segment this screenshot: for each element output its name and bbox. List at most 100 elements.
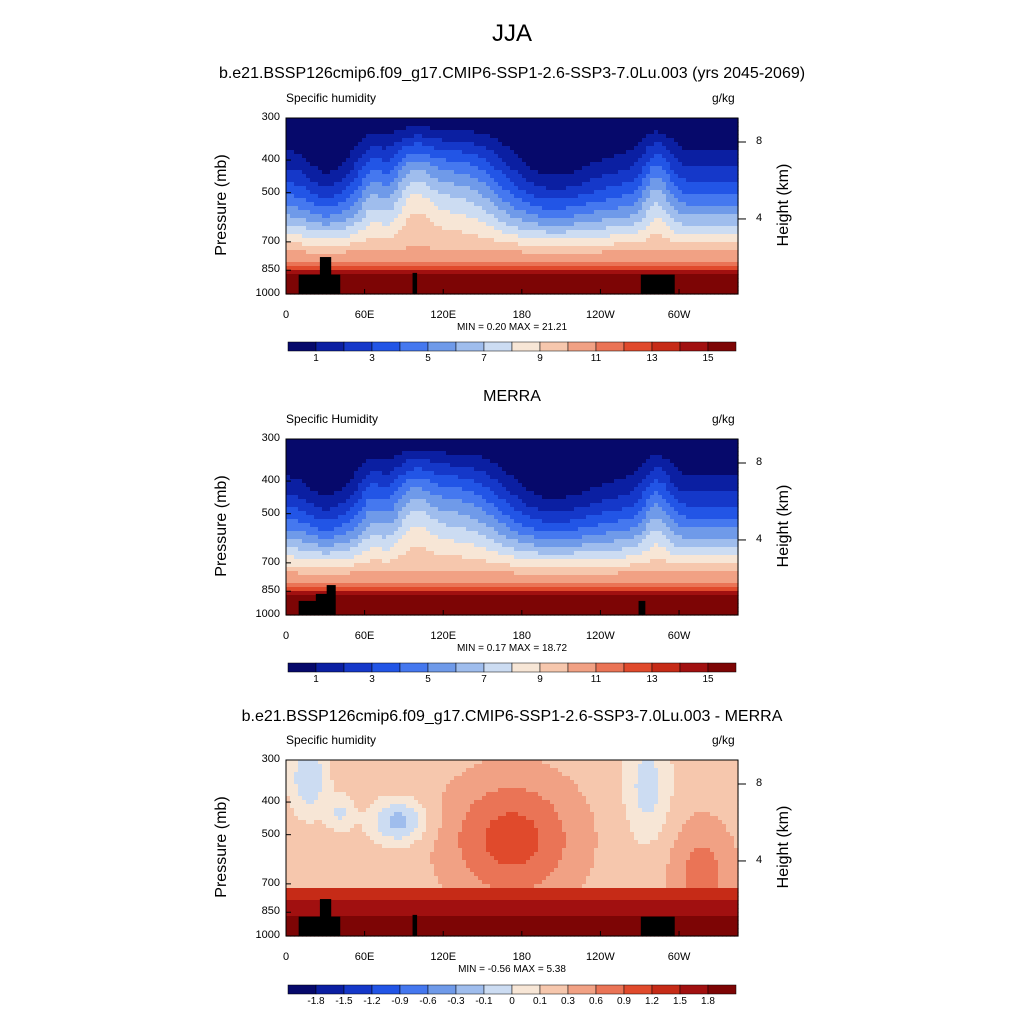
heatmap-cell (594, 254, 599, 259)
heatmap-cell (702, 182, 707, 187)
heatmap-cell (558, 290, 563, 295)
heatmap-cell (406, 262, 411, 267)
heatmap-cell (702, 158, 707, 163)
heatmap-cell (334, 210, 339, 215)
heatmap-cell (714, 262, 719, 267)
heatmap-cell (386, 138, 391, 143)
heatmap-cell (734, 286, 739, 291)
heatmap-cell (706, 146, 711, 151)
heatmap-cell (338, 242, 343, 247)
heatmap-cell (646, 266, 651, 271)
heatmap-cell (338, 138, 343, 143)
heatmap-cell (618, 290, 623, 295)
heatmap-cell (690, 186, 695, 191)
heatmap-cell (510, 258, 515, 263)
heatmap-cell (374, 222, 379, 227)
heatmap-cell (726, 178, 731, 183)
heatmap-cell (362, 278, 367, 283)
heatmap-cell (402, 194, 407, 199)
heatmap-cell (618, 222, 623, 227)
heatmap-cell (486, 146, 491, 151)
heatmap-cell (418, 238, 423, 243)
heatmap-cell (598, 214, 603, 219)
heatmap-cell (646, 258, 651, 263)
heatmap-cell (350, 274, 355, 279)
heatmap-cell (438, 158, 443, 163)
heatmap-cell (450, 218, 455, 223)
heatmap-cell (662, 242, 667, 247)
heatmap-cell (390, 270, 395, 275)
heatmap-cell (474, 286, 479, 291)
heatmap-cell (518, 282, 523, 287)
heatmap-cell (574, 270, 579, 275)
heatmap-cell (566, 122, 571, 127)
heatmap-cell (546, 254, 551, 259)
heatmap-cell (646, 238, 651, 243)
heatmap-cell (694, 182, 699, 187)
heatmap-cell (710, 186, 715, 191)
heatmap-cell (458, 230, 463, 235)
heatmap-cell (386, 274, 391, 279)
heatmap-cell (334, 202, 339, 207)
heatmap-cell (570, 118, 575, 123)
heatmap-cell (682, 154, 687, 159)
heatmap-cell (682, 278, 687, 283)
heatmap-cell (530, 282, 535, 287)
heatmap-cell (706, 186, 711, 191)
heatmap-cell (294, 218, 299, 223)
heatmap-cell (438, 170, 443, 175)
heatmap-cell (454, 138, 459, 143)
heatmap-cell (298, 234, 303, 239)
heatmap-cell (358, 170, 363, 175)
heatmap-cell (710, 222, 715, 227)
heatmap-cell (642, 198, 647, 203)
heatmap-cell (554, 250, 559, 255)
heatmap-cell (622, 266, 627, 271)
heatmap-cell (626, 274, 631, 279)
heatmap-cell (566, 254, 571, 259)
heatmap-cell (646, 186, 651, 191)
heatmap-cell (346, 286, 351, 291)
heatmap-cell (422, 154, 427, 159)
heatmap-cell (346, 222, 351, 227)
heatmap-cell (510, 242, 515, 247)
heatmap-cell (510, 214, 515, 219)
heatmap-cell (614, 182, 619, 187)
heatmap-cell (622, 202, 627, 207)
heatmap-cell (318, 246, 323, 251)
heatmap-cell (434, 142, 439, 147)
heatmap-cell (490, 198, 495, 203)
heatmap-cell (414, 134, 419, 139)
heatmap-cell (294, 122, 299, 127)
heatmap-cell (566, 246, 571, 251)
heatmap-cell (338, 266, 343, 271)
heatmap-cell (566, 290, 571, 295)
heatmap-cell (342, 238, 347, 243)
heatmap-cell (674, 118, 679, 123)
heatmap-cell (562, 134, 567, 139)
heatmap-cell (326, 146, 331, 151)
heatmap-cell (590, 134, 595, 139)
heatmap-cell (518, 146, 523, 151)
heatmap-cell (358, 126, 363, 131)
heatmap-cell (550, 242, 555, 247)
heatmap-cell (670, 262, 675, 267)
heatmap-cell (438, 286, 443, 291)
heatmap-cell (698, 178, 703, 183)
heatmap-cell (638, 262, 643, 267)
heatmap-cell (334, 166, 339, 171)
heatmap-cell (570, 214, 575, 219)
heatmap-cell (602, 130, 607, 135)
heatmap-cell (410, 138, 415, 143)
heatmap-cell (690, 278, 695, 283)
heatmap-cell (438, 190, 443, 195)
heatmap-cell (458, 122, 463, 127)
heatmap-cell (298, 190, 303, 195)
heatmap-cell (286, 142, 291, 147)
heatmap-cell (502, 198, 507, 203)
heatmap-cell (410, 198, 415, 203)
heatmap-cell (554, 170, 559, 175)
heatmap-cell (322, 190, 327, 195)
heatmap-cell (590, 266, 595, 271)
heatmap-cell (730, 238, 735, 243)
